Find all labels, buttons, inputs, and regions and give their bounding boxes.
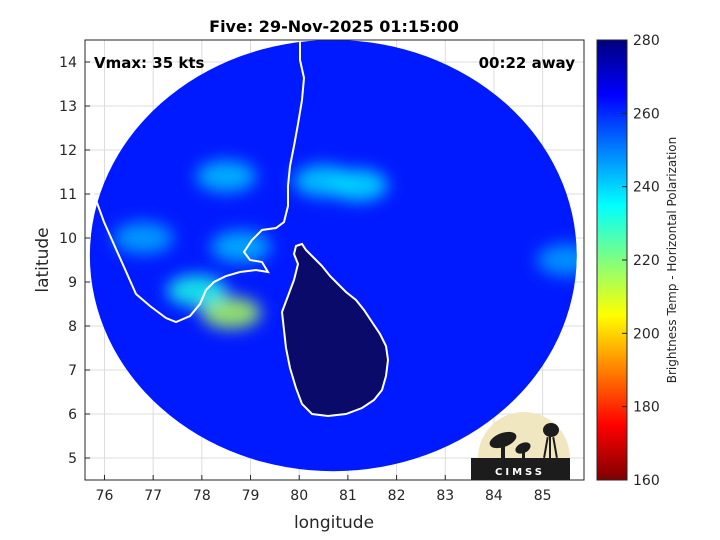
convective-feature [201, 296, 262, 329]
colorbar-label: Brightness Temp - Horizontal Polarizatio… [665, 137, 679, 384]
sri-lanka-coastline [280, 242, 390, 418]
y-tick-label: 8 [68, 319, 77, 335]
swath-layer [85, 40, 577, 472]
colorbar-tick-label: 260 [633, 106, 660, 122]
y-axis-ticks: 5 6 7 8 9 10 11 12 13 14 [59, 55, 90, 467]
vmax-annotation: Vmax: 35 kts [94, 54, 204, 72]
colorbar-ticks: 160 180 200 220 240 260 280 [622, 33, 660, 489]
microwave-swath [89, 40, 577, 472]
x-tick-label: 81 [339, 488, 357, 504]
convective-feature [293, 164, 354, 197]
colorbar-tick-label: 200 [633, 326, 660, 342]
chart-title: Five: 29-Nov-2025 01:15:00 [209, 17, 459, 36]
x-tick-label: 78 [193, 488, 211, 504]
convective-feature [196, 160, 257, 193]
colorbar-tick-label: 280 [633, 33, 660, 49]
y-tick-label: 7 [68, 363, 77, 379]
x-tick-label: 84 [485, 488, 503, 504]
y-tick-label: 9 [68, 275, 77, 291]
india-coastline [85, 42, 306, 324]
y-tick-label: 6 [68, 407, 77, 423]
convective-feature [210, 230, 271, 263]
x-axis-ticks: 76 77 78 79 80 81 82 83 84 85 [96, 475, 552, 504]
convective-features [113, 160, 577, 329]
x-tick-label: 82 [388, 488, 406, 504]
convective-feature [536, 244, 577, 276]
plot-frame [84, 39, 585, 481]
y-tick-label: 5 [68, 451, 77, 467]
y-tick-label: 10 [59, 231, 77, 247]
x-axis-label: longitude [294, 513, 374, 533]
x-tick-label: 77 [144, 488, 162, 504]
y-tick-label: 12 [59, 143, 77, 159]
colorbar-tick-label: 240 [633, 180, 660, 196]
colorbar-tick-label: 180 [633, 400, 660, 416]
cimss-logo: CIMSS [471, 412, 570, 480]
y-tick-label: 14 [59, 55, 77, 71]
convective-feature [113, 222, 174, 254]
x-tick-label: 85 [534, 488, 552, 504]
x-tick-label: 79 [242, 488, 260, 504]
y-tick-label: 11 [59, 187, 77, 203]
time-away-annotation: 00:22 away [479, 54, 576, 72]
x-tick-label: 83 [436, 488, 454, 504]
y-axis-label: latitude [33, 227, 53, 292]
y-tick-label: 13 [59, 99, 77, 115]
x-tick-label: 76 [96, 488, 114, 504]
colorbar-tick-label: 220 [633, 253, 660, 269]
x-tick-label: 80 [290, 488, 308, 504]
colorbar-tick-label: 160 [633, 473, 660, 489]
cimss-logo-text: CIMSS [495, 467, 545, 478]
